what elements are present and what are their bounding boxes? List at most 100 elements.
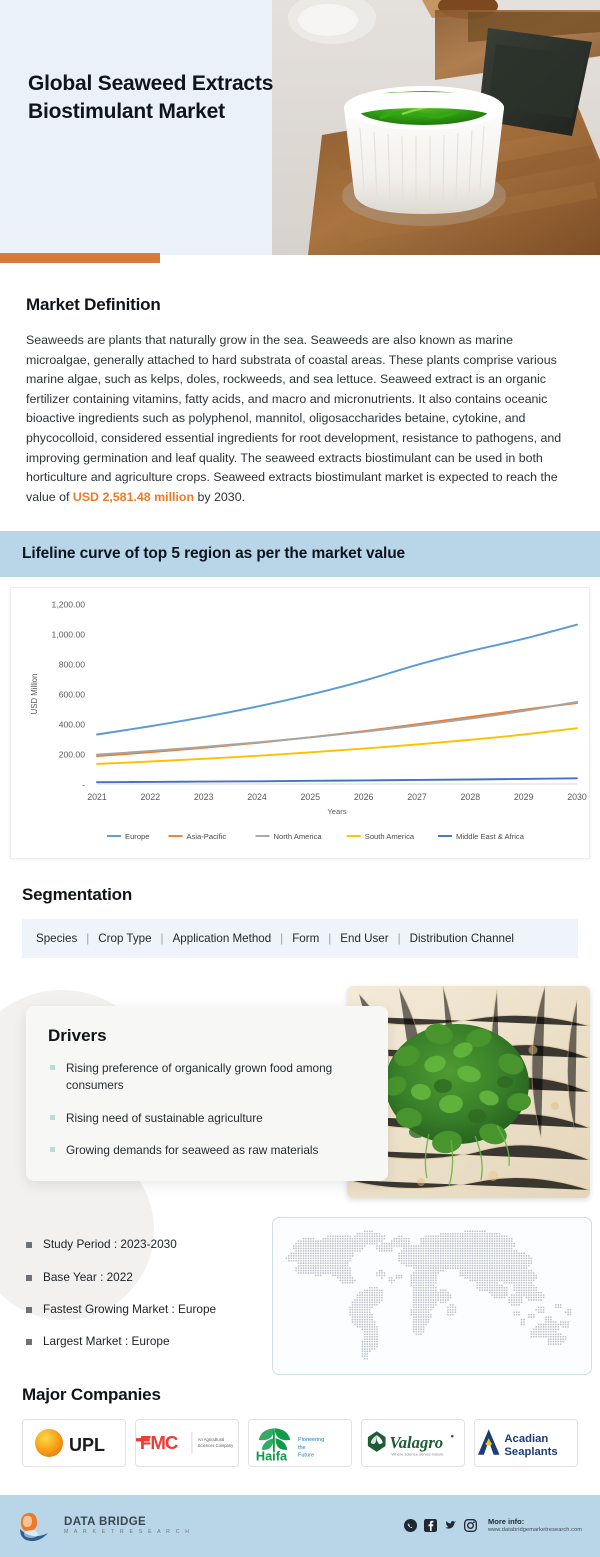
- footer-right: More info: www.databridgemarketresearch.…: [404, 1518, 582, 1533]
- svg-text:Valagro: Valagro: [389, 1433, 443, 1452]
- chart-series-line: [96, 624, 578, 736]
- company-logo-valagro[interactable]: Valagro Where science serves nature: [361, 1419, 465, 1468]
- driver-item-label: Rising need of sustainable agriculture: [66, 1110, 263, 1125]
- chart-series-line: [96, 777, 578, 784]
- y-axis-tick-label: 600.00: [59, 690, 86, 700]
- segmentation-item[interactable]: End User: [340, 932, 389, 946]
- study-facts-list: Study Period : 2023-2030 Base Year : 2022…: [26, 1237, 266, 1366]
- svg-text:UPL: UPL: [69, 1435, 105, 1455]
- driver-item-label: Rising preference of organically grown f…: [66, 1061, 333, 1093]
- x-axis-tick-label: 2025: [301, 792, 321, 802]
- x-axis-title: Years: [327, 807, 346, 816]
- segmentation-bar: Species | Crop Type | Application Method | For…: [22, 919, 578, 959]
- svg-text:Acadian: Acadian: [504, 1433, 548, 1445]
- company-logo-row: UPL FMC An Agricultural Sciences Company: [22, 1419, 578, 1468]
- market-definition-section: Market Definition Seaweeds are plants th…: [0, 263, 600, 507]
- legend-label: North America: [274, 832, 323, 841]
- hero-image: [272, 0, 600, 255]
- chart-legend-item[interactable]: Asia-Pacific: [168, 832, 227, 841]
- market-value-highlight: USD 2,581.48 million: [72, 489, 195, 504]
- world-map: [272, 1217, 592, 1376]
- segmentation-item[interactable]: Crop Type: [98, 932, 152, 946]
- drivers-heading: Drivers: [48, 1026, 107, 1046]
- y-axis-tick-label: 1,200.00: [52, 600, 86, 610]
- hero-accent-bar: [0, 253, 160, 263]
- chart-legend-item[interactable]: South America: [346, 832, 415, 841]
- legend-label: South America: [365, 832, 415, 841]
- y-axis-tick-label: 200.00: [59, 750, 86, 760]
- legend-label: Asia-Pacific: [187, 832, 227, 841]
- drivers-section: Drivers Rising preference of organically…: [0, 978, 600, 1203]
- chart-series-line: [96, 702, 578, 758]
- whatsapp-icon[interactable]: [404, 1519, 418, 1533]
- svg-text:An Agricultural: An Agricultural: [198, 1437, 225, 1442]
- y-axis-tick-label: -: [82, 780, 85, 790]
- fact-item-label: Fastest Growing Market : Europe: [43, 1302, 217, 1316]
- footer: DATA BRIDGE M A R K E T R E S E A R C H …: [0, 1495, 600, 1557]
- fact-item: Study Period : 2023-2030: [26, 1237, 266, 1252]
- bullet-square-icon: [50, 1146, 55, 1152]
- bullet-square-icon: [26, 1339, 32, 1346]
- svg-text:Pioneering: Pioneering: [298, 1437, 324, 1443]
- company-logo-haifa[interactable]: Haifa Pioneering the Future: [248, 1419, 352, 1468]
- segmentation-heading: Segmentation: [22, 885, 133, 905]
- company-logo-acadian-seaplants[interactable]: Acadian Seaplants: [474, 1419, 578, 1468]
- chart-legend-item[interactable]: Middle East & Africa: [438, 832, 525, 841]
- page-title: Global Seaweed Extracts Biostimulant Mar…: [28, 72, 274, 123]
- y-axis-tick-label: 800.00: [59, 660, 86, 670]
- svg-text:Seaplants: Seaplants: [504, 1446, 557, 1458]
- twitter-icon[interactable]: [444, 1519, 457, 1532]
- x-axis-tick-label: 2028: [461, 792, 481, 802]
- segmentation-item[interactable]: Distribution Channel: [409, 932, 515, 946]
- major-companies-heading: Major Companies: [22, 1385, 161, 1405]
- y-axis-title: USD Million: [30, 674, 39, 715]
- company-logo-upl[interactable]: UPL: [22, 1419, 126, 1468]
- y-axis-tick-label: 400.00: [59, 720, 86, 730]
- svg-text:FMC: FMC: [140, 1432, 178, 1453]
- fact-item: Largest Market : Europe: [26, 1334, 266, 1349]
- facebook-icon[interactable]: [424, 1519, 438, 1533]
- driver-item: Rising need of sustainable agriculture: [48, 1110, 366, 1127]
- legend-label: Middle East & Africa: [456, 832, 525, 841]
- segmentation-separator: |: [280, 932, 284, 946]
- segmentation-separator: |: [328, 932, 332, 946]
- company-logo-fmc[interactable]: FMC An Agricultural Sciences Company: [135, 1419, 239, 1468]
- x-axis-tick-label: 2022: [141, 792, 161, 802]
- drivers-card: Drivers Rising preference of organically…: [26, 1006, 388, 1181]
- svg-text:the: the: [298, 1445, 306, 1451]
- instagram-icon[interactable]: [464, 1519, 477, 1533]
- data-bridge-logo-icon: [20, 1512, 48, 1542]
- footer-more-info-label: More info:: [488, 1517, 525, 1527]
- major-companies-section: Major Companies UPL: [0, 1385, 600, 1468]
- chart-title: Lifeline curve of top 5 region as per th…: [22, 545, 406, 563]
- segmentation-item[interactable]: Species: [36, 932, 78, 946]
- driver-item: Growing demands for seaweed as raw mater…: [48, 1142, 366, 1159]
- chart-series-line: [96, 727, 578, 766]
- hero-section: Global Seaweed Extracts Biostimulant Mar…: [0, 0, 600, 263]
- fact-item: Base Year : 2022: [26, 1270, 266, 1285]
- footer-brand[interactable]: DATA BRIDGE M A R K E T R E S E A R C H: [18, 1509, 191, 1543]
- svg-text:Future: Future: [298, 1453, 314, 1459]
- bullet-square-icon: [50, 1114, 55, 1120]
- market-definition-body: Seaweeds are plants that naturally grow …: [26, 331, 574, 507]
- drivers-list: Rising preference of organically grown f…: [48, 1060, 366, 1158]
- market-definition-text-1: Seaweeds are plants that naturally grow …: [26, 333, 562, 504]
- svg-text:Haifa: Haifa: [256, 1449, 288, 1464]
- x-axis-tick-label: 2021: [87, 792, 107, 802]
- fact-item-label: Base Year : 2022: [43, 1269, 133, 1284]
- lifeline-chart: - 200.00 400.00 600.00 800.00 1,000.00 1,200.0…: [10, 587, 590, 860]
- footer-more-info-url[interactable]: www.databridgemarketresearch.com: [488, 1527, 582, 1534]
- segmentation-item[interactable]: Form: [292, 932, 320, 946]
- market-definition-heading: Market Definition: [26, 295, 161, 314]
- chart-legend-item[interactable]: North America: [255, 832, 323, 841]
- footer-brand-subtitle: M A R K E T R E S E A R C H: [64, 1529, 192, 1536]
- x-axis-tick-label: 2024: [247, 792, 267, 802]
- chart-legend-item[interactable]: Europe: [107, 832, 150, 841]
- chart-title-band: Lifeline curve of top 5 region as per th…: [0, 531, 600, 578]
- x-axis-tick-label: 2023: [194, 792, 214, 802]
- segmentation-separator: |: [397, 932, 401, 946]
- segmentation-item[interactable]: Application Method: [172, 932, 272, 946]
- fact-item: Fastest Growing Market : Europe: [26, 1302, 266, 1317]
- facts-and-map-section: Study Period : 2023-2030 Base Year : 2022…: [0, 1217, 600, 1377]
